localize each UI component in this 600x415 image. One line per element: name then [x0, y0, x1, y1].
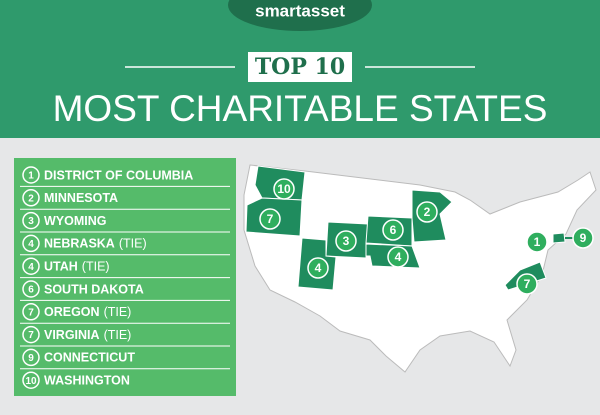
state-name: UTAH — [44, 259, 78, 273]
title: MOST CHARITABLE STATES — [53, 88, 548, 129]
rank-circle — [22, 234, 40, 253]
rank-circle — [22, 166, 40, 184]
tie-note: (TIE) — [104, 305, 132, 319]
rank: 4 — [28, 262, 34, 273]
rank: 3 — [28, 216, 34, 227]
rank: 7 — [28, 330, 34, 341]
map-rank: 2 — [424, 205, 431, 219]
map-rank: 1 — [534, 235, 541, 249]
rank: 2 — [28, 193, 34, 204]
state-name: CONNECTICUT — [44, 351, 135, 365]
rank: 6 — [28, 285, 34, 296]
map-rank: 6 — [390, 223, 397, 237]
rank: 10 — [25, 376, 37, 387]
state-name: WYOMING — [44, 214, 107, 228]
rank-circle — [22, 348, 40, 367]
map-marker — [307, 257, 329, 279]
state-name: OREGON — [44, 305, 100, 319]
state-connecticut — [552, 232, 566, 244]
map-marker — [516, 273, 538, 295]
tie-note: (TIE) — [82, 259, 110, 273]
map-marker — [387, 246, 409, 268]
map-rank: 3 — [343, 234, 350, 248]
rank: 9 — [28, 353, 34, 364]
rank-circle — [22, 303, 40, 321]
rank-circle — [22, 257, 40, 275]
state-name: DISTRICT OF COLUMBIA — [44, 168, 193, 182]
state-name: NEBRASKA — [44, 237, 115, 251]
map-rank: 4 — [395, 250, 402, 264]
tie-note: (TIE) — [104, 328, 132, 342]
map-marker — [382, 219, 404, 241]
map-marker — [273, 178, 295, 200]
list-panel — [14, 158, 236, 396]
badge-box — [248, 52, 352, 82]
map-rank: 9 — [580, 231, 587, 245]
map-rank: 7 — [524, 277, 531, 291]
tie-note: (TIE) — [119, 237, 147, 251]
rank-circle — [22, 211, 40, 230]
map-marker — [335, 230, 357, 252]
rank-circle — [22, 371, 40, 389]
logo-bubble — [228, 0, 372, 31]
rank-circle — [22, 325, 40, 344]
map-marker — [526, 231, 548, 253]
map-marker — [416, 201, 438, 223]
map-rank: 10 — [277, 182, 291, 196]
state-name: SOUTH DAKOTA — [44, 282, 144, 296]
rank: 4 — [28, 239, 34, 250]
map-rank: 4 — [315, 261, 322, 275]
state-name: MINNESOTA — [44, 191, 118, 205]
rank: 1 — [28, 171, 34, 182]
state-name: WASHINGTON — [44, 373, 130, 387]
rank-circle — [22, 280, 40, 298]
map-marker — [572, 227, 594, 249]
state-name: VIRGINIA — [44, 328, 100, 342]
rank: 7 — [28, 307, 34, 318]
badge: TOP 10 — [255, 54, 345, 80]
rank-circle — [22, 189, 40, 207]
logo: smartasset — [255, 1, 345, 20]
map-marker — [259, 208, 281, 230]
map-rank: 7 — [267, 212, 274, 226]
